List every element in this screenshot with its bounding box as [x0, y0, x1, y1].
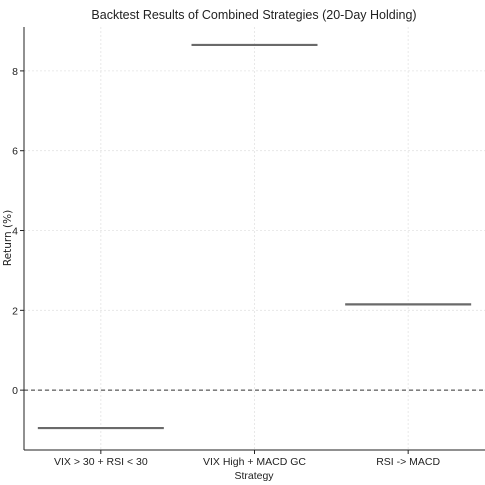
x-ticks: VIX > 30 + RSI < 30 VIX High + MACD GC RSI…: [54, 450, 441, 468]
y-tick-label-4: 8: [12, 66, 18, 78]
y-tick-label-3: 6: [12, 146, 18, 158]
y-tick-label-1: 2: [12, 305, 18, 317]
chart-title: Backtest Results of Combined Strategies …: [91, 8, 416, 22]
grid: [24, 27, 485, 450]
x-tick-label-0: VIX > 30 + RSI < 30: [54, 456, 148, 468]
bars: [37, 43, 472, 430]
y-axis-label: Return (%): [2, 210, 14, 266]
x-tick-label-1: VIX High + MACD GC: [203, 456, 306, 468]
y-ticks: 0 2 4 6 8: [12, 66, 24, 397]
x-axis-label: Strategy: [234, 470, 274, 482]
y-tick-label-2: 4: [12, 226, 18, 238]
x-tick-label-2: RSI -> MACD: [376, 456, 440, 468]
y-tick-label-0: 0: [12, 385, 18, 397]
